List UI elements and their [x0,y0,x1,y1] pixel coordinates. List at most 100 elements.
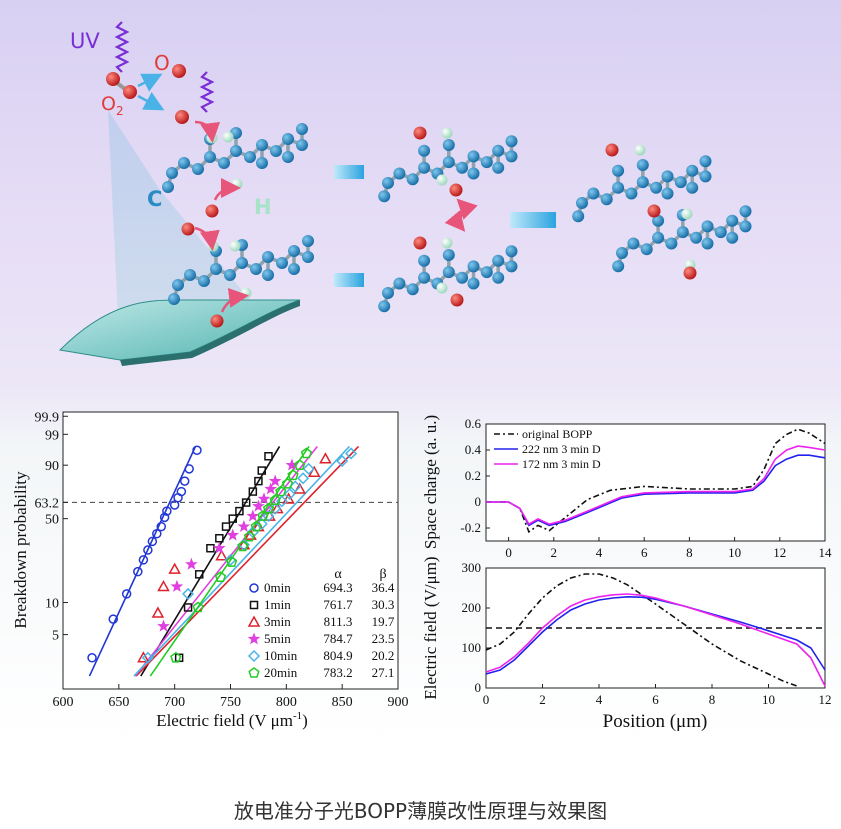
weibull-data-point [225,556,238,567]
hydrogen-atom [207,240,219,252]
carbon-atom [674,176,687,189]
weibull-data-point [336,455,349,468]
electric-field-series-line [485,593,826,687]
weibull-data-point [255,517,268,530]
oxygen-atom [449,183,463,197]
o2-atom-2 [123,85,137,99]
carbon-label: C [147,187,162,211]
carbon-atom [210,263,222,275]
carbon-atom [625,187,638,200]
legend-series-name: 5min [264,631,291,646]
weibull-data-point [246,509,260,522]
carbon-atom [204,151,216,163]
weibull-data-point [254,476,263,486]
carbon-atom [296,139,308,151]
space-charge-y-tick-label: 0.6 [465,416,482,431]
weibull-data-point [268,474,282,487]
weibull-data-point [237,519,251,532]
carbon-atom [442,266,455,279]
weibull-data-point [319,452,332,464]
carbon-atom [288,245,300,257]
weibull-data-point [228,514,237,523]
weibull-data-point [262,510,275,523]
legend-alpha-value: 804.9 [323,648,352,663]
oxygen-atom [605,143,619,157]
carbon-atom [378,190,391,203]
carbon-atom [262,269,274,281]
legend-alpha-value: 784.7 [323,631,353,646]
carbon-atom [572,210,585,223]
weibull-data-point [243,530,256,542]
weibull-data-point [185,557,198,570]
weibull-data-point [182,587,195,600]
carbon-atom [652,231,665,244]
legend-alpha-header: α [334,567,342,582]
weibull-data-point [87,653,97,663]
weibull-x-tick-label: 700 [164,695,185,710]
oxygen-atom [683,266,697,280]
uv-wave-1 [114,21,130,73]
carbon-atom [612,164,625,177]
legend-marker [249,600,259,610]
weibull-data-point [194,570,204,579]
legend-beta-header: β [379,567,386,582]
space-charge-x-tick-label: 2 [551,545,558,560]
space-charge-legend-label: original BOPP [522,427,593,441]
weibull-data-point [269,494,281,505]
hydrogen-atom [222,131,234,143]
oxygen-atom [413,126,427,140]
weibull-data-point [108,614,118,624]
weibull-data-point [257,466,267,475]
carbon-atom [467,150,480,163]
hydrogen-atom [634,144,646,156]
weibull-data-point [192,601,204,613]
weibull-fit-line [88,446,197,677]
weibull-data-point [264,452,273,461]
carbon-atom [587,187,600,200]
weibull-data-point [275,495,288,508]
weibull-data-point [121,589,132,599]
weibull-data-point [170,579,184,592]
figure-caption: 放电准分子光BOPP薄膜改性原理与效果图 [233,799,608,823]
electric-field-chart: 0 2 4 6 8 10 12 0 100 200 300 Position (μm) Elect… [421,556,832,732]
weibull-data-point [159,512,170,523]
weibull-data-point [156,521,167,532]
weibull-data-point [192,445,202,456]
h-abstraction-arrow-3 [194,226,220,251]
space-charge-x-tick-label: 0 [505,545,512,560]
o2-atom-1 [106,72,120,86]
carbon-atom [406,173,419,186]
space-charge-series-line [486,445,826,526]
space-charge-y-tick-label: -0.2 [460,520,481,535]
legend-alpha-value: 761.7 [323,597,353,612]
hydrogen-atom [229,240,241,252]
weibull-chart: 600 650 700 750 800 850 900 5105063.2909999.9 … [11,410,409,730]
carbon-atom [739,220,752,233]
weibull-y-tick-label: 50 [45,513,59,528]
carbon-atom [576,197,588,209]
carbon-atom [661,187,674,200]
weibull-y-tick-label: 99.9 [35,410,60,425]
dissociation-arrow-2 [137,92,165,111]
weibull-data-point [138,555,149,565]
weibull-data-point [176,486,187,497]
carbon-atom [442,156,455,169]
legend-series-name: 20min [264,665,298,680]
equals-bar-1 [334,165,364,179]
space-charge-legend-label: 222 nm 3 min D [522,442,601,456]
carbon-atom [256,157,268,169]
legend-beta-value: 27.1 [372,665,395,680]
electric-field-y-tick-label: 0 [475,680,482,695]
electric-field-x-label: Position (μm) [603,711,708,732]
weibull-x-tick-label: 800 [276,695,297,710]
carbon-atom [192,163,204,175]
equals-bar-2 [334,273,364,287]
weibull-data-point [252,499,265,512]
carbon-atom [442,249,455,261]
carbon-atom [162,181,174,193]
light-beam [108,110,268,322]
weibull-data-point [281,477,294,489]
legend-marker [247,649,261,663]
carbon-atom [262,251,274,263]
